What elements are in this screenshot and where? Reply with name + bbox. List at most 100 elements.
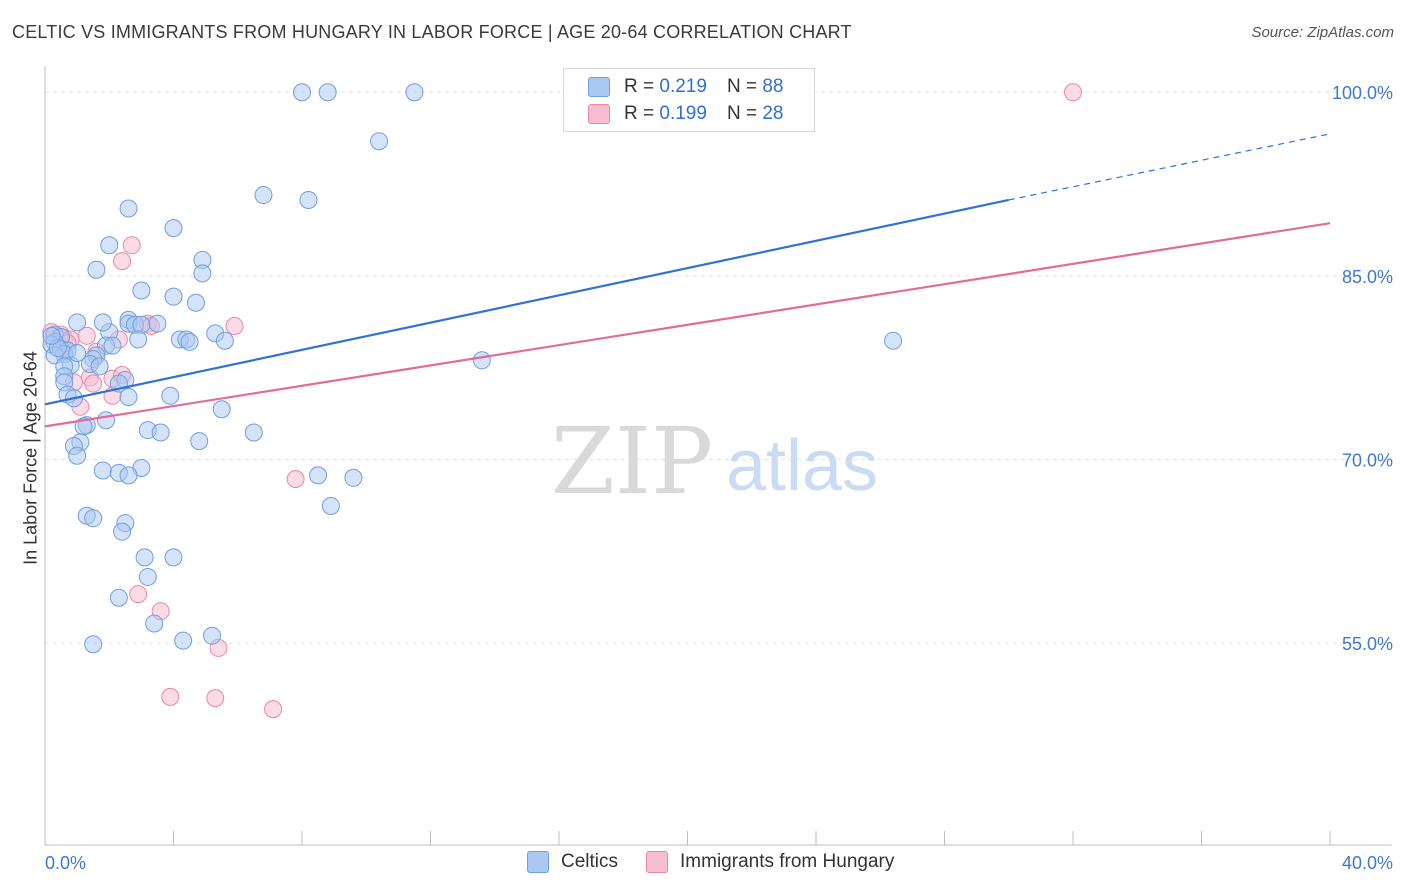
trend-line-celtics — [44, 198, 1009, 406]
data-point-celtics — [190, 432, 209, 451]
data-point-celtics — [87, 260, 106, 279]
data-point-celtics — [129, 330, 148, 349]
data-point-celtics — [884, 331, 903, 350]
data-point-celtics — [244, 423, 263, 442]
y-tick-label: 55.0% — [1342, 634, 1393, 654]
data-point-celtics — [132, 281, 151, 300]
x-tick-label-max: 40.0% — [1342, 853, 1393, 873]
trend-lines — [44, 133, 1331, 428]
data-point-celtics — [84, 635, 103, 654]
data-point-celtics — [68, 343, 87, 362]
data-point-celtics — [321, 496, 340, 515]
data-point-celtics — [193, 264, 212, 283]
data-point-hungary — [1064, 83, 1082, 102]
y-tick-labels: 100.0% 85.0% 70.0% 55.0% — [1332, 83, 1393, 654]
r-label: R = — [624, 76, 655, 97]
data-point-celtics — [68, 446, 87, 465]
data-point-celtics — [215, 331, 234, 350]
data-point-celtics — [203, 626, 222, 645]
series-legend: Celtics Immigrants from Hungary — [527, 851, 922, 873]
x-tick-labels: 0.0% 40.0% — [45, 853, 1393, 873]
data-point-celtics — [103, 336, 122, 355]
data-point-celtics — [138, 567, 157, 586]
data-point-celtics — [109, 588, 128, 607]
legend-label-celtics: Celtics — [561, 851, 619, 872]
data-point-celtics — [309, 466, 328, 485]
data-point-celtics — [90, 357, 109, 376]
data-point-celtics — [93, 461, 112, 480]
data-point-hungary — [129, 585, 148, 604]
n-label: N = — [726, 76, 758, 97]
legend-item-celtics[interactable]: Celtics — [527, 851, 618, 873]
series-immigrants-from-hungary-points — [42, 83, 1082, 719]
data-point-celtics — [148, 314, 167, 333]
data-point-celtics — [97, 411, 116, 430]
r-label: R = — [624, 103, 655, 124]
data-point-celtics — [254, 186, 273, 205]
watermark: ZIP atlas — [551, 408, 878, 515]
data-point-celtics — [405, 83, 424, 102]
data-point-celtics — [42, 326, 61, 345]
stats-row-hungary: R = 0.199 N = 28 — [588, 101, 783, 127]
y-tick-label: 70.0% — [1342, 450, 1393, 470]
watermark-atlas: atlas — [726, 426, 878, 506]
stats-legend: R = 0.219 N = 88 R = 0.199 N = 28 — [563, 68, 815, 132]
data-point-celtics — [370, 132, 389, 151]
data-point-celtics — [151, 423, 170, 442]
data-point-celtics — [119, 466, 138, 485]
data-point-hungary — [264, 700, 283, 719]
data-point-celtics — [164, 287, 183, 306]
n-value-celtics: 88 — [762, 76, 784, 97]
data-point-celtics — [164, 548, 183, 567]
data-point-celtics — [180, 332, 199, 351]
data-point-celtics — [113, 522, 132, 541]
data-point-celtics — [293, 83, 311, 102]
source-label: Source: ZipAtlas.com — [1251, 24, 1394, 41]
y-tick-label: 85.0% — [1342, 267, 1393, 287]
legend-item-hungary[interactable]: Immigrants from Hungary — [646, 851, 894, 873]
trend-line-celtics-extension — [1008, 133, 1331, 201]
data-point-hungary — [225, 317, 244, 336]
trend-line-hungary — [44, 222, 1331, 428]
legend-label-hungary: Immigrants from Hungary — [680, 851, 895, 872]
data-point-celtics — [472, 351, 491, 370]
data-point-celtics — [212, 400, 231, 419]
data-point-celtics — [164, 219, 183, 238]
hungary-swatch — [588, 104, 610, 124]
r-value-celtics: 0.219 — [659, 76, 707, 97]
y-tick-label: 100.0% — [1332, 83, 1393, 103]
data-point-hungary — [161, 687, 180, 706]
data-point-hungary — [206, 689, 225, 708]
celtics-swatch — [588, 77, 610, 97]
data-point-celtics — [135, 548, 154, 567]
data-point-hungary — [84, 374, 103, 393]
data-point-hungary — [286, 470, 305, 489]
data-point-celtics — [318, 83, 337, 102]
data-point-celtics — [84, 509, 103, 528]
data-point-celtics — [93, 313, 112, 332]
stats-row-celtics: R = 0.219 N = 88 — [588, 74, 783, 100]
series-celtics-points — [42, 83, 903, 654]
data-point-celtics — [145, 614, 164, 633]
n-value-hungary: 28 — [762, 103, 784, 124]
celtics-legend-swatch — [527, 851, 549, 873]
data-point-celtics — [100, 236, 119, 255]
data-point-celtics — [132, 315, 151, 334]
watermark-zip: ZIP — [551, 408, 713, 515]
data-point-celtics — [299, 190, 318, 209]
n-label: N = — [726, 103, 758, 124]
data-point-celtics — [174, 631, 193, 650]
data-point-hungary — [122, 236, 141, 255]
data-point-celtics — [344, 468, 363, 487]
r-value-hungary: 0.199 — [659, 103, 707, 124]
data-point-celtics — [186, 293, 205, 312]
axes — [44, 66, 1392, 846]
data-point-celtics — [68, 313, 87, 332]
grid-lines — [45, 91, 1392, 644]
data-point-celtics — [161, 386, 180, 405]
chart-title: CELTIC VS IMMIGRANTS FROM HUNGARY IN LAB… — [12, 22, 852, 42]
y-axis-label: In Labor Force | Age 20-64 — [20, 351, 41, 565]
data-point-hungary — [113, 252, 132, 271]
data-point-celtics — [119, 199, 138, 218]
